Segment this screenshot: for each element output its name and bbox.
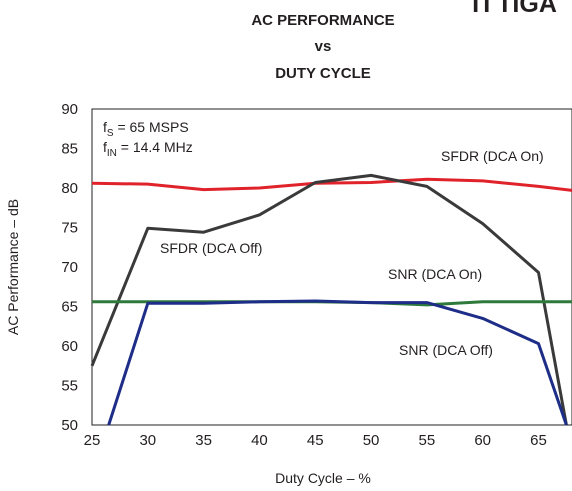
y-tick-label: 80 — [61, 180, 78, 197]
x-tick-label: 60 — [474, 432, 491, 449]
x-tick-label: 45 — [307, 432, 324, 449]
conditions-box — [97, 113, 234, 153]
y-axis-label: AC Performance – dB — [5, 199, 21, 335]
y-tick-label: 75 — [61, 220, 78, 237]
x-tick-label: 40 — [251, 432, 268, 449]
label-bg-sfdr-on — [438, 145, 564, 165]
label-bg-snr-on — [385, 264, 515, 284]
x-axis-label: Duty Cycle – % — [275, 470, 371, 486]
series-label-sfdr-dca-off: SFDR (DCA Off) — [160, 240, 262, 256]
chart-title-line-3: DUTY CYCLE — [275, 65, 371, 82]
label-bg-snr-off — [396, 340, 510, 360]
series-label-snr-dca-on: SNR (DCA On) — [388, 266, 482, 282]
x-tick-labels: 25 30 35 40 45 50 55 60 65 — [84, 432, 547, 449]
label-bg-sfdr-off — [157, 238, 284, 258]
chart-title-line-1: AC PERFORMANCE — [251, 12, 394, 29]
series-layer — [90, 173, 572, 426]
y-tick-label: 70 — [61, 259, 78, 276]
fin-condition: fIN = 14.4 MHz — [103, 139, 193, 159]
y-tick-label: 90 — [61, 101, 78, 118]
series-line-snr-dca-off — [107, 299, 568, 426]
chart-title-line-2: vs — [315, 38, 332, 55]
plot-frame — [91, 108, 572, 426]
y-tick-label: 65 — [61, 299, 78, 316]
x-tick-label: 35 — [195, 432, 212, 449]
y-tick-label: 50 — [61, 417, 78, 434]
y-tick-label: 55 — [61, 378, 78, 395]
x-tick-label: 30 — [139, 432, 156, 449]
series-label-snr-dca-off: SNR (DCA Off) — [399, 342, 493, 358]
x-tick-label: 65 — [530, 432, 547, 449]
y-tick-label: 60 — [61, 338, 78, 355]
x-tick-label: 25 — [84, 432, 101, 449]
series-line-sfdr-dca-on — [91, 177, 572, 192]
corner-header-text: TI TIGA — [468, 0, 557, 18]
x-tick-label: 50 — [363, 432, 380, 449]
series-label-sfdr-dca-on: SFDR (DCA On) — [441, 148, 544, 164]
series-line-sfdr-dca-off — [90, 173, 568, 426]
y-tick-label: 85 — [61, 141, 78, 158]
y-tick-labels: 50 55 60 65 70 75 80 85 90 — [61, 101, 78, 434]
fs-condition: fS = 65 MSPS — [103, 119, 189, 139]
x-tick-label: 55 — [419, 432, 436, 449]
